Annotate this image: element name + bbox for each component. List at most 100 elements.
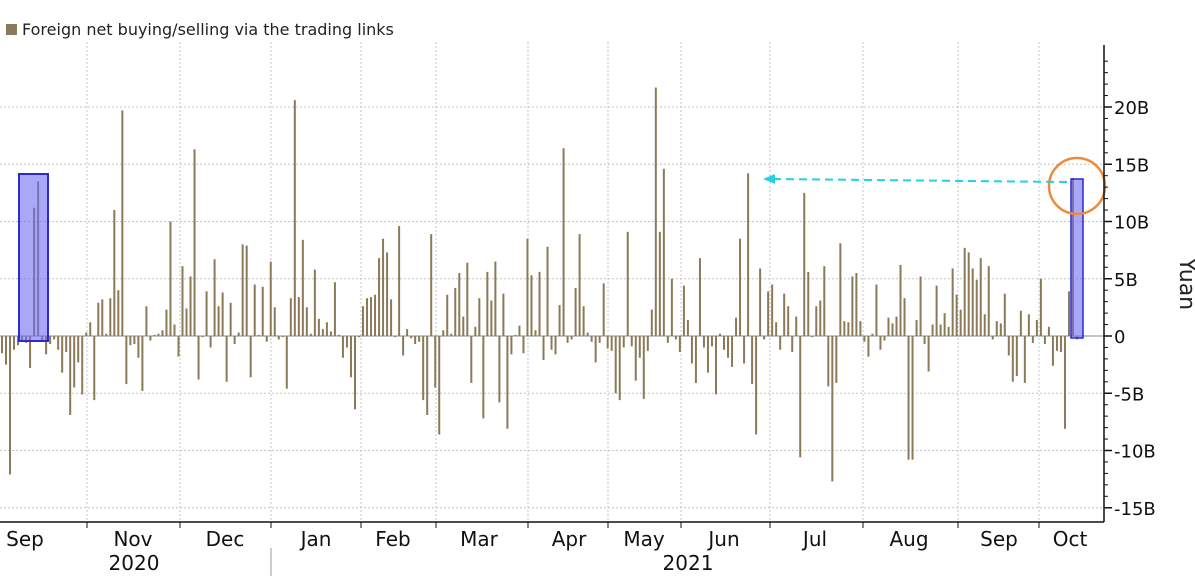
bar [1023, 336, 1026, 383]
bar [177, 336, 180, 357]
bar [1059, 336, 1062, 353]
bar [137, 336, 140, 358]
bar [45, 336, 48, 355]
bar [1019, 310, 1022, 336]
bar [795, 316, 798, 336]
bar [249, 336, 252, 378]
y-axis-label: Yuan [1174, 257, 1195, 310]
bar [390, 299, 393, 336]
bar [81, 336, 84, 395]
bar [241, 244, 244, 336]
bar [618, 336, 621, 401]
bar [462, 316, 465, 336]
bar [394, 336, 397, 338]
bar [682, 285, 685, 336]
bar [89, 322, 92, 336]
bar [402, 336, 405, 356]
y-tick-label: -10B [1114, 442, 1156, 463]
bar [883, 336, 886, 341]
bar [73, 336, 76, 388]
bar [442, 330, 445, 336]
bar [626, 231, 629, 336]
bar [578, 234, 581, 336]
bar [867, 336, 870, 357]
bar [558, 305, 561, 336]
bar [422, 336, 425, 401]
bar [225, 336, 228, 382]
bar [161, 330, 164, 336]
bar [1035, 319, 1038, 336]
bar [943, 313, 946, 336]
y-tick-label: -5B [1114, 384, 1144, 405]
bar [406, 329, 409, 336]
bar [895, 316, 898, 336]
bar [458, 273, 461, 336]
bar [305, 307, 308, 337]
bar [1003, 293, 1006, 336]
bar [819, 300, 822, 336]
bar [69, 336, 72, 415]
bar [530, 275, 533, 336]
bar [29, 336, 32, 369]
bar [221, 292, 224, 336]
bar [510, 336, 513, 355]
bar [470, 336, 473, 383]
bar [779, 336, 782, 350]
bar [97, 302, 100, 336]
bar [426, 336, 429, 415]
bar [133, 336, 136, 345]
bar [903, 298, 906, 336]
bar [827, 336, 830, 387]
bar [121, 110, 124, 336]
bar [566, 336, 569, 343]
bar [803, 192, 806, 337]
bar [991, 336, 994, 340]
bar [987, 266, 990, 336]
axes: 20B 15B 10B 5B 0 -5B -10B -15B Sep Nov Dec Jan Feb Ma… [0, 45, 1156, 576]
arrow-head [763, 174, 775, 184]
bar [714, 336, 717, 395]
bar [53, 336, 56, 340]
bar [237, 332, 240, 336]
bar [117, 290, 120, 336]
bar [1011, 336, 1014, 382]
bar [686, 319, 689, 336]
bar [570, 336, 573, 340]
x-tick-label: Oct [1053, 527, 1088, 551]
bar [398, 226, 401, 336]
bar [1039, 278, 1042, 336]
bar [646, 336, 649, 351]
bar [899, 265, 902, 336]
year-label: 2021 [663, 551, 714, 575]
bar [522, 336, 525, 354]
bar [735, 317, 738, 336]
bar [811, 336, 814, 338]
bar [229, 302, 232, 336]
bar [101, 299, 104, 336]
bar [49, 336, 52, 345]
highlight-box-left [18, 173, 49, 342]
bar [185, 308, 188, 336]
bar [743, 336, 746, 364]
highlight-circle [1047, 156, 1107, 216]
bar [947, 326, 950, 336]
bar [526, 238, 529, 336]
x-tick-label: Apr [552, 527, 587, 551]
legend-label: Foreign net buying/selling via the tradi… [22, 20, 394, 39]
bar [1047, 326, 1050, 336]
bar [201, 336, 204, 338]
x-tick-label: Dec [206, 527, 245, 551]
x-tick-label: Nov [113, 527, 152, 551]
bar [410, 336, 413, 339]
bar [562, 148, 565, 336]
bar [494, 261, 497, 336]
bar [823, 266, 826, 336]
bar [791, 336, 794, 353]
bar [747, 173, 750, 336]
bar [767, 291, 770, 336]
bar [610, 336, 613, 351]
x-tick-label: Jul [801, 527, 827, 551]
bar [349, 336, 352, 378]
bar [498, 336, 501, 403]
